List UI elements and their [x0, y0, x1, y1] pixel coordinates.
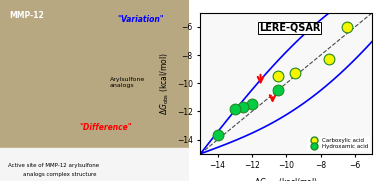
Bar	[0, 0, 189, 148]
Point	[275, 89, 281, 92]
Y-axis label: $\Delta G_{\rm obs}$ (kcal/mol): $\Delta G_{\rm obs}$ (kcal/mol)	[159, 52, 171, 115]
Text: Arylsulfone
analogs: Arylsulfone analogs	[110, 77, 145, 88]
Point	[240, 106, 246, 109]
Legend: Carboxylic acid, Hydroxamic acid: Carboxylic acid, Hydroxamic acid	[307, 137, 370, 151]
Text: "Variation": "Variation"	[117, 15, 164, 24]
Point	[344, 25, 350, 28]
Text: MMP-12: MMP-12	[9, 11, 44, 20]
Bar	[0, 148, 189, 181]
Point	[249, 103, 255, 106]
Text: LERE-QSAR: LERE-QSAR	[259, 23, 321, 33]
Point	[214, 134, 220, 137]
Point	[275, 75, 281, 78]
Point	[292, 72, 298, 75]
Point	[232, 107, 238, 110]
Point	[326, 58, 332, 61]
X-axis label: $\Delta G_{\rm calc}$ (kcal/mol): $\Delta G_{\rm calc}$ (kcal/mol)	[254, 176, 318, 181]
Text: analogs complex structure: analogs complex structure	[23, 172, 96, 177]
Text: "Difference": "Difference"	[79, 123, 132, 132]
Text: Active site of MMP-12 arylsulfone: Active site of MMP-12 arylsulfone	[8, 163, 99, 168]
